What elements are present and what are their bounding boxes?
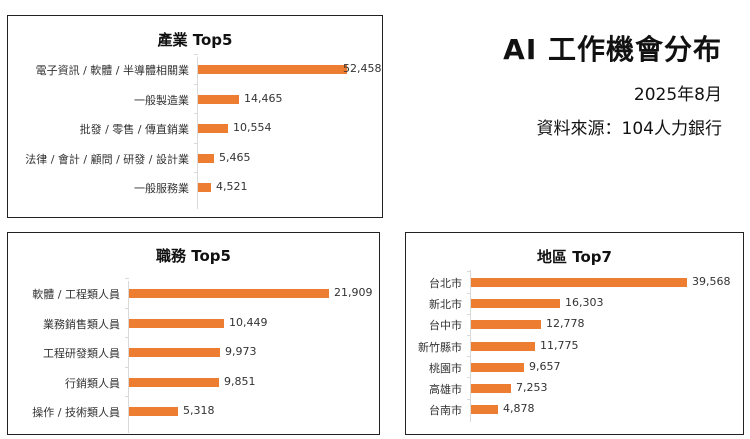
axis-tick [194,54,198,56]
axis-tick [125,307,129,309]
value-label: 9,851 [224,374,256,388]
category-label: 業務銷售類人員 [43,317,120,331]
axis-tick [194,83,198,85]
region-chart-panel: 地區 Top7 台北市 39,568 新北市 16,303 台中市 12,778 新竹縣市 1… [405,232,744,435]
category-label: 台中市 [429,319,462,333]
data-bar [129,318,224,328]
report-date: 2025年8月 [633,85,722,105]
bar-row: 法律 / 會計 / 顧問 / 研發 / 設計業 5,465 [8,142,382,168]
category-label: 台南市 [429,404,462,418]
axis-tick [467,356,471,358]
industry-chart-panel: 產業 Top5 電子資訊 / 軟體 / 半導體相關業 52,458 一般製造業 14,… [7,15,383,218]
category-label: 一般製造業 [134,93,189,107]
bar-row: 軟體 / 工程類人員 21,909 [8,278,379,303]
category-label: 軟體 / 工程類人員 [32,288,120,301]
value-label: 16,303 [565,296,604,310]
category-axis [197,57,198,209]
value-label: 52,458 [343,62,382,75]
axis-tick [467,271,471,273]
value-label: 4,878 [503,402,535,416]
bar-row: 高雄市 7,253 [406,377,743,398]
data-bar [471,384,511,393]
category-label: 新竹縣市 [418,340,462,354]
bar-row: 批發 / 零售 / 傳直銷業 10,554 [8,113,382,138]
bar-row: 台南市 4,878 [406,398,743,419]
value-label: 4,521 [216,180,248,193]
value-label: 9,973 [225,345,257,358]
axis-tick [194,113,198,115]
data-bar [471,299,560,309]
data-bar [471,278,687,287]
category-label: 工程研發類人員 [43,347,120,360]
data-bar [129,377,219,387]
category-label: 操作 / 技術類人員 [32,406,120,419]
value-label: 5,318 [183,404,215,417]
value-label: 10,554 [233,121,272,134]
data-bar [129,289,329,298]
data-bar [471,320,541,330]
data-bar [198,153,214,163]
axis-tick [467,377,471,379]
data-bar [471,362,524,372]
bar-row: 桃園市 9,657 [406,356,743,377]
data-bar [471,341,535,351]
data-bar [471,405,498,415]
data-bar [198,94,239,104]
occupation-chart-panel: 職務 Top5 軟體 / 工程類人員 21,909 業務銷售類人員 10,449 工程研… [7,232,380,435]
category-label: 台北市 [429,277,462,290]
value-label: 7,253 [516,381,548,394]
data-bar [198,124,228,133]
data-bar [129,407,178,416]
category-label: 電子資訊 / 軟體 / 半導體相關業 [35,64,189,77]
axis-tick [467,335,471,336]
bar-row: 台北市 39,568 [406,271,743,292]
bar-row: 行銷類人員 9,851 [8,366,379,392]
category-label: 高雄市 [429,383,462,396]
bar-row: 一般服務業 4,521 [8,172,382,197]
page-title: AI 工作機會分布 [503,33,722,66]
bar-row: 新竹縣市 11,775 [406,335,743,356]
industry-chart-title: 產業 Top5 [157,31,233,49]
category-label: 桃園市 [429,361,462,375]
region-chart-title: 地區 Top7 [537,248,612,266]
axis-tick [467,398,471,400]
bar-row: 工程研發類人員 9,973 [8,337,379,362]
value-label: 10,449 [229,315,268,329]
data-source: 資料來源：104人力銀行 [536,119,722,139]
data-bar [198,183,211,192]
category-label: 新北市 [429,298,462,312]
bar-row: 業務銷售類人員 10,449 [8,307,379,333]
axis-tick [194,142,198,144]
category-label: 法律 / 會計 / 顧問 / 研發 / 設計業 [25,152,189,166]
value-label: 39,568 [692,275,731,288]
axis-tick [194,172,198,174]
axis-tick [125,396,129,398]
bar-row: 一般製造業 14,465 [8,83,382,109]
value-label: 9,657 [529,359,561,373]
value-label: 14,465 [244,91,283,105]
category-label: 一般服務業 [134,182,189,195]
value-label: 21,909 [334,286,373,299]
axis-tick [125,337,129,339]
category-label: 行銷類人員 [65,376,120,390]
category-label: 批發 / 零售 / 傳直銷業 [79,123,189,136]
category-axis [128,281,129,433]
bar-row: 電子資訊 / 軟體 / 半導體相關業 52,458 [8,54,382,79]
value-label: 12,778 [546,317,585,331]
axis-tick [125,278,129,280]
value-label: 5,465 [219,150,251,164]
occupation-chart-title: 職務 Top5 [156,247,231,265]
category-axis [470,270,471,423]
data-bar [198,65,347,74]
bar-row: 新北市 16,303 [406,292,743,313]
bar-row: 台中市 12,778 [406,313,743,334]
axis-tick [125,366,129,368]
value-label: 11,775 [540,338,579,352]
data-bar [129,348,220,357]
axis-tick [467,292,471,294]
axis-tick [467,313,471,315]
bar-row: 操作 / 技術類人員 5,318 [8,396,379,421]
